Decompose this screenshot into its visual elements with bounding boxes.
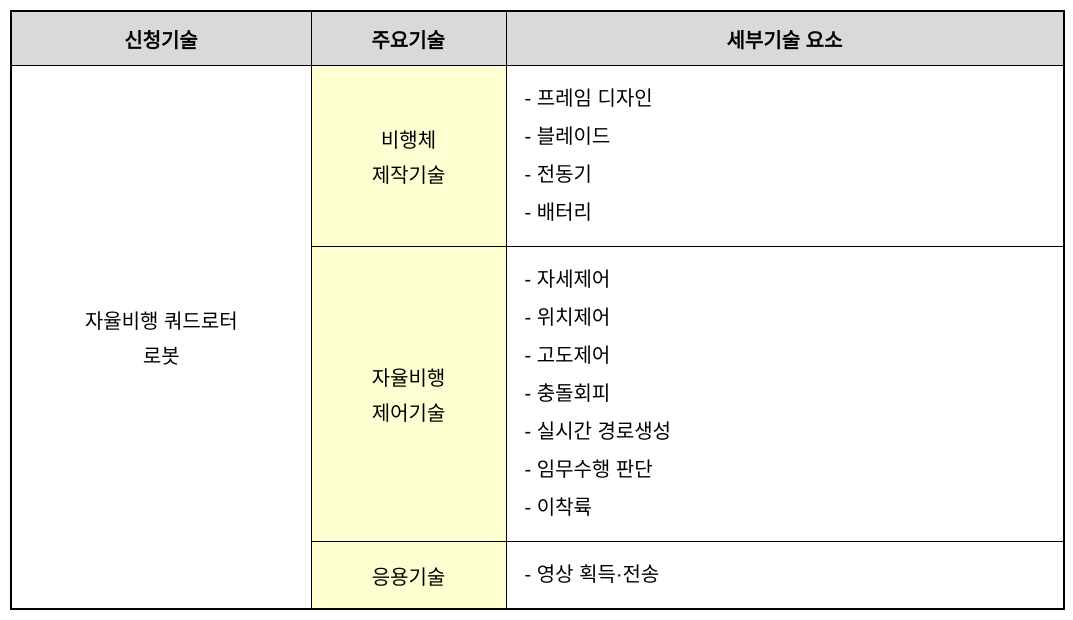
col-header-main: 주요기술 xyxy=(311,11,506,66)
detail-item: - 고도제어 xyxy=(525,337,1046,375)
main-tech-cell: 응용기술 xyxy=(311,542,506,610)
col-header-application: 신청기술 xyxy=(11,11,311,66)
main-tech-cell: 비행체 제작기술 xyxy=(311,66,506,247)
detail-item: - 실시간 경로생성 xyxy=(525,413,1046,451)
detail-item: - 프레임 디자인 xyxy=(525,80,1046,118)
detail-item: - 위치제어 xyxy=(525,299,1046,337)
detail-item: - 영상 획득·전송 xyxy=(525,556,1046,594)
detail-item: - 자세제어 xyxy=(525,261,1046,299)
detail-item: - 블레이드 xyxy=(525,118,1046,156)
detail-item: - 배터리 xyxy=(525,194,1046,232)
technology-table: 신청기술 주요기술 세부기술 요소 자율비행 쿼드로터 로봇 비행체 제작기술 … xyxy=(10,10,1065,610)
detail-cell: - 프레임 디자인 - 블레이드 - 전동기 - 배터리 xyxy=(506,66,1064,247)
table-header-row: 신청기술 주요기술 세부기술 요소 xyxy=(11,11,1064,66)
application-tech-cell: 자율비행 쿼드로터 로봇 xyxy=(11,66,311,610)
application-tech-line2: 로봇 xyxy=(143,346,180,368)
col-header-detail: 세부기술 요소 xyxy=(506,11,1064,66)
detail-cell: - 영상 획득·전송 xyxy=(506,542,1064,610)
main-tech-line1: 비행체 xyxy=(330,124,488,153)
main-tech-line1: 응용기술 xyxy=(372,567,446,589)
main-tech-line1: 자율비행 xyxy=(330,362,488,391)
detail-item: - 충돌회피 xyxy=(525,375,1046,413)
application-tech-line1: 자율비행 쿼드로터 xyxy=(30,305,293,334)
detail-item: - 임무수행 판단 xyxy=(525,451,1046,489)
detail-item: - 이착륙 xyxy=(525,489,1046,527)
detail-item: - 전동기 xyxy=(525,156,1046,194)
detail-cell: - 자세제어 - 위치제어 - 고도제어 - 충돌회피 - 실시간 경로생성 -… xyxy=(506,247,1064,542)
main-tech-cell: 자율비행 제어기술 xyxy=(311,247,506,542)
main-tech-line2: 제작기술 xyxy=(372,165,446,187)
table-row: 자율비행 쿼드로터 로봇 비행체 제작기술 - 프레임 디자인 - 블레이드 -… xyxy=(11,66,1064,247)
main-tech-line2: 제어기술 xyxy=(372,403,446,425)
